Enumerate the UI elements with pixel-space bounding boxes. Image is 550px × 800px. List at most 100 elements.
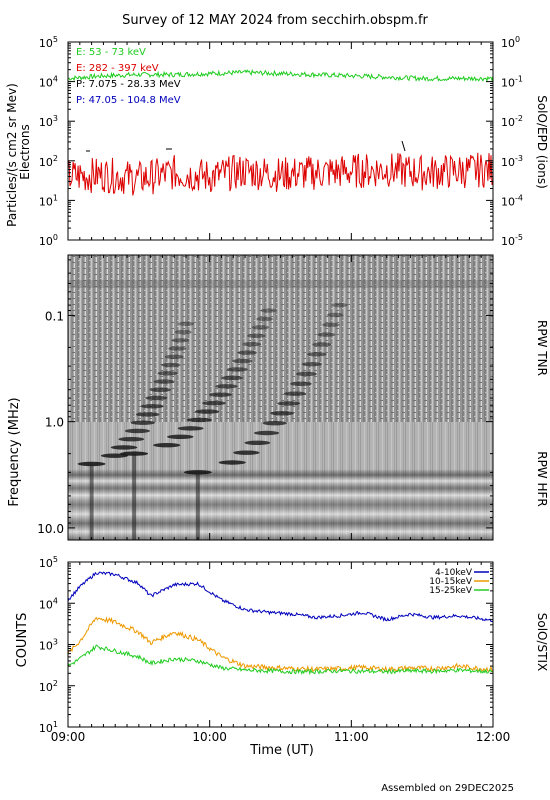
burst-mark [168, 346, 187, 351]
burst-mark [178, 321, 195, 327]
epd-x-ticks [67, 42, 494, 240]
burst-mark [301, 361, 322, 367]
epd-y-ticks: 100 101 102 103 104 105 [39, 35, 75, 248]
burst-mark [326, 312, 344, 318]
epd-y2-tick-label: 10-5 [501, 233, 523, 248]
x-tick-label: 09:00 [51, 730, 86, 744]
epd-y2-tick-label: 10-3 [501, 154, 523, 169]
epd-legend: E: 53 - 73 keV E: 282 - 397 keV P: 7.075 -… [76, 47, 181, 106]
epd-y2-tick-label: 100 [501, 35, 520, 50]
epd-line-0 [68, 68, 493, 83]
rpw-y-tick-label: 1.0 [45, 416, 64, 430]
epd-y2-tick-label: 10-2 [501, 114, 523, 129]
burst-mark [253, 430, 280, 436]
epd-y-tick-label: 105 [39, 35, 58, 50]
stix-legend-label: 4-10keV [435, 568, 473, 578]
epd-y2-tick-label: 10-4 [501, 193, 523, 208]
burst-mark [226, 367, 248, 372]
burst-mark [202, 400, 226, 406]
burst-mark [283, 391, 307, 396]
epd-y-label: Particles/(s cm2 sr Mev) [5, 83, 19, 227]
tnr-wash [68, 255, 493, 422]
burst-stripe [195, 472, 200, 540]
burst-mark [186, 417, 212, 423]
radio-bursts [77, 302, 348, 540]
tnr-background [68, 255, 493, 422]
burst-mark [322, 322, 340, 327]
burst-mark [296, 371, 317, 377]
stix-panel: 101 102 103 104 105 09:00 10:00 11:00 12:00 4-1… [15, 555, 549, 758]
rpw-heatmap [68, 255, 493, 540]
rpw-hfr-label: RPW HFR [535, 451, 549, 507]
epd-legend-entry: E: 53 - 73 keV [76, 47, 146, 58]
stix-right-label: SolO/STIX [535, 613, 549, 672]
rpw-y-ticks: 0.1 1.0 10.0 [37, 259, 493, 536]
burst-mark [277, 401, 301, 406]
epd-dash-mark [86, 140, 406, 152]
epd-right-label: SolO/EPD (ions) [535, 95, 549, 189]
epd-legend-entry: E: 282 - 397 keV [76, 63, 159, 74]
burst-mark [149, 387, 172, 392]
burst-mark [221, 375, 243, 381]
burst-mark [244, 440, 271, 446]
burst-mark [331, 302, 348, 308]
burst-mark [237, 350, 257, 355]
stix-y-tick-label: 104 [39, 596, 58, 611]
stix-line-0 [68, 571, 493, 623]
epd-y-tick-label: 101 [39, 193, 58, 208]
burst-mark [177, 426, 204, 431]
epd-series [68, 68, 493, 196]
burst-mark [251, 325, 270, 330]
epd-y-tick-label: 104 [39, 75, 58, 90]
burst-mark [153, 379, 175, 384]
burst-mark [215, 384, 238, 389]
burst-mark [208, 392, 233, 397]
burst-mark [270, 411, 294, 416]
rpw-x-ticks [67, 255, 494, 540]
stix-legend-label: 15-25keV [429, 586, 473, 596]
stix-line-1 [68, 616, 493, 673]
rpw-y-tick-label: 10.0 [37, 522, 64, 536]
rpw-y-tick-label: 0.1 [45, 309, 64, 323]
burst-mark [77, 461, 106, 467]
burst-stripe [89, 463, 94, 540]
epd-y-tick-label: 103 [39, 114, 58, 129]
rpw-tnr-label: RPW TNR [535, 320, 549, 376]
stix-legend-label: 10-15keV [429, 577, 473, 587]
stix-y-tick-label: 102 [39, 679, 58, 694]
stix-y-tick-label: 103 [39, 638, 58, 653]
burst-mark [312, 342, 332, 347]
hfr-bands [68, 422, 493, 540]
burst-mark [218, 460, 246, 465]
burst-mark [164, 354, 184, 359]
burst-mark [166, 434, 194, 440]
epd-legend-entry: P: 47.05 - 104.8 MeV [76, 95, 181, 106]
burst-mark [140, 404, 164, 409]
stix-x-ticks: 09:00 10:00 11:00 12:00 [51, 562, 511, 744]
epd-y-tick-label: 102 [39, 154, 58, 169]
burst-mark [256, 316, 274, 322]
epd-y2-ticks: 10-5 10-4 10-3 10-2 10-1 100 [486, 35, 523, 248]
x-tick-label: 12:00 [476, 730, 511, 744]
burst-mark [260, 308, 277, 313]
burst-mark [232, 358, 253, 364]
x-axis-label: Time (UT) [249, 743, 314, 758]
burst-mark [153, 443, 181, 448]
stix-line-2 [68, 644, 493, 676]
assembled-note: Assembled on 29DEC2025 [381, 783, 514, 794]
x-tick-label: 11:00 [334, 730, 369, 744]
burst-mark [194, 409, 220, 414]
burst-mark [135, 412, 160, 417]
stix-y-tick-label: 101 [39, 720, 58, 735]
burst-mark [118, 437, 145, 442]
burst-mark [247, 333, 266, 339]
stix-y-label: COUNTS [15, 613, 30, 668]
burst-mark [130, 420, 156, 425]
burst-mark [307, 352, 327, 357]
burst-mark [233, 450, 260, 455]
rpw-y-label: Frequency (MHz) [7, 397, 22, 506]
burst-mark [262, 420, 287, 426]
